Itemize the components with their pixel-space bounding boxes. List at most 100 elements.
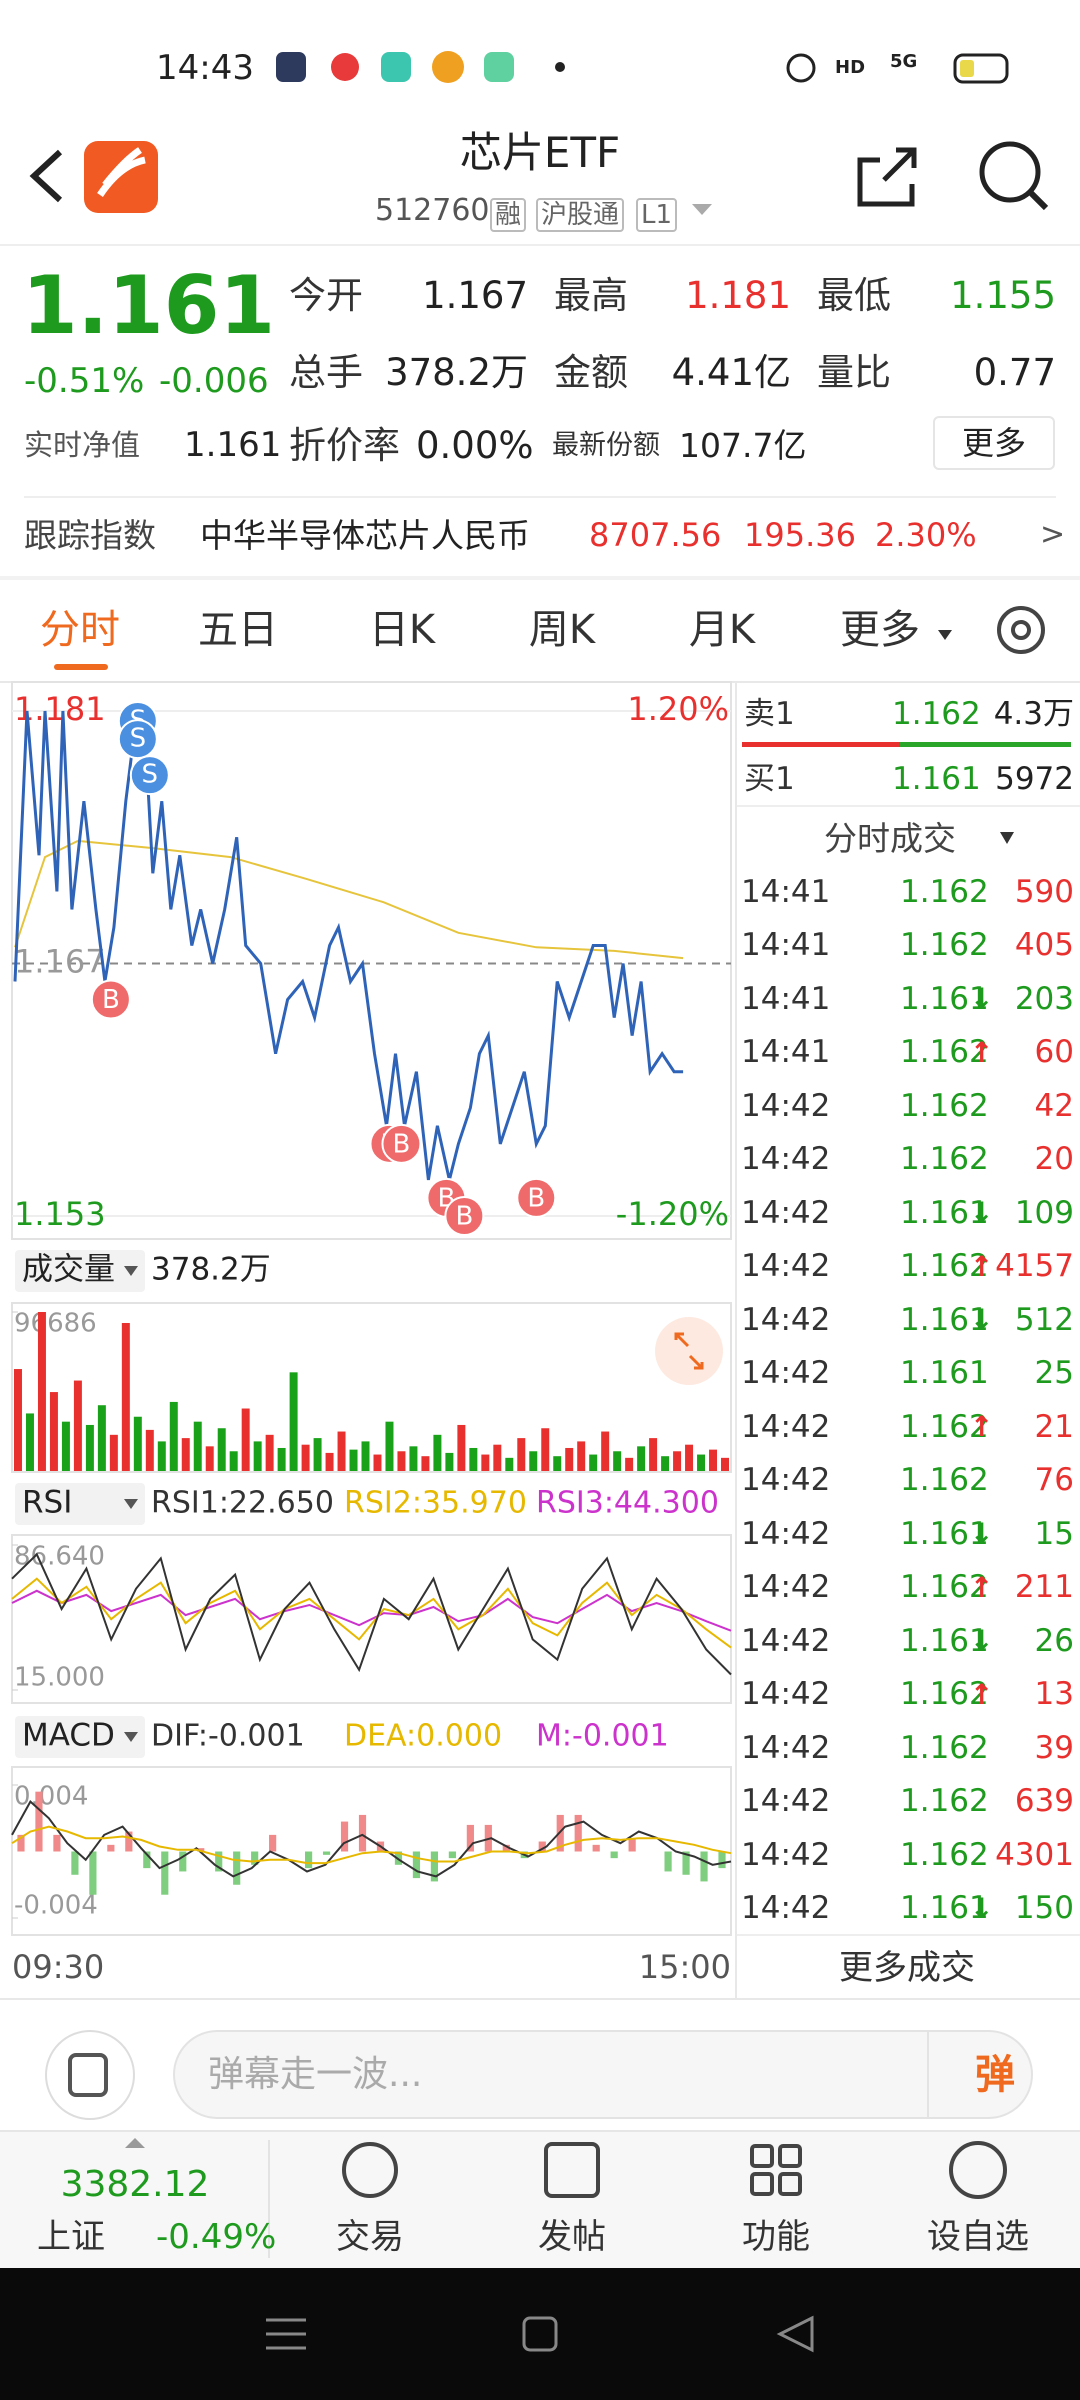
volume-bar: [601, 1431, 610, 1471]
tab[interactable]: 周K: [528, 607, 596, 653]
premium-value: 0.00%: [416, 423, 534, 467]
trade-arrow: ↓: [970, 1891, 994, 1925]
tab[interactable]: 月K: [688, 607, 756, 653]
menu-key[interactable]: [266, 2318, 306, 2350]
search-button[interactable]: [979, 141, 1041, 203]
comment-input[interactable]: [173, 2030, 1033, 2119]
nav-item[interactable]: 发帖: [538, 2217, 606, 2257]
back-key[interactable]: [776, 2315, 814, 2353]
expand-arrow[interactable]: [125, 2138, 145, 2148]
trade-marker: [117, 719, 158, 760]
x-tick-label: 15:00: [639, 1948, 731, 1986]
volume-bar: [445, 1452, 454, 1471]
volume-bar: [277, 1447, 286, 1471]
volume-bar: [421, 1456, 430, 1471]
trade-time: 14:42: [741, 1462, 831, 1498]
trade-volume: 13: [1034, 1676, 1074, 1712]
y-tick-label: 86.640: [14, 1542, 105, 1572]
tag: 沪股通: [536, 198, 625, 232]
trade-price: 1.161: [900, 1622, 989, 1659]
tab[interactable]: 分时: [40, 607, 120, 653]
volume-bar: [37, 1312, 46, 1471]
dropdown-icon[interactable]: [1000, 832, 1014, 844]
trade-price: 1.162: [900, 927, 989, 963]
trade-price: 1.162: [900, 1676, 989, 1712]
trade-time: 14:42: [741, 1248, 831, 1284]
back-button[interactable]: [29, 149, 63, 203]
tab[interactable]: 日K: [368, 607, 436, 653]
trade-volume: 26: [1034, 1622, 1074, 1659]
dropdown-icon[interactable]: [692, 204, 712, 215]
volume-bar: [325, 1452, 334, 1471]
track-arrow[interactable]: >: [1040, 517, 1066, 552]
nav-item[interactable]: 功能: [742, 2217, 810, 2257]
sell-volume: 4.3万: [993, 695, 1074, 732]
divider: [737, 1934, 1080, 1936]
macd-bar: [592, 1844, 600, 1852]
macd-bar: [574, 1814, 582, 1852]
more-trades[interactable]: 更多成交: [839, 1948, 975, 1988]
macd-bar: [251, 1851, 259, 1865]
title: 芯片ETF: [459, 128, 621, 177]
line: [11, 1552, 732, 1676]
indicator-selector[interactable]: [15, 1250, 145, 1292]
premium-label: 折价率: [289, 423, 400, 467]
trade-price: 1.162: [900, 1087, 989, 1124]
nav-item[interactable]: 交易: [336, 2217, 404, 2257]
nav-icon: [949, 2141, 1007, 2199]
volume-bar: [121, 1322, 130, 1471]
index-value[interactable]: 3382.12: [60, 2164, 210, 2205]
y-tick-label: 1.153: [14, 1195, 106, 1233]
comment-placeholder[interactable]: 弹幕走一波...: [208, 2054, 423, 2095]
line: [11, 1577, 732, 1649]
settings-button[interactable]: [997, 606, 1045, 654]
volume-bar: [385, 1421, 394, 1471]
macd-bar: [430, 1851, 439, 1882]
line: [11, 1589, 732, 1632]
volume-bar: [517, 1438, 526, 1471]
more-button[interactable]: [933, 416, 1055, 470]
status-icon: [432, 51, 464, 83]
trade-price: 1.161: [900, 980, 989, 1017]
tab[interactable]: 更多: [840, 607, 920, 653]
volume-bar: [505, 1457, 514, 1471]
dropdown-icon: [124, 1266, 138, 1742]
volume-bar: [493, 1444, 502, 1471]
indicator-selector[interactable]: [15, 1716, 145, 1758]
macd-bar: [215, 1851, 223, 1872]
macd-bar: [125, 1831, 133, 1852]
y-tick-label: 96686: [14, 1309, 97, 1339]
trade-time: 14:42: [741, 1676, 831, 1712]
line: [11, 1825, 732, 1865]
volume-bar: [14, 1369, 22, 1471]
y-tick-label: 15.000: [14, 1663, 105, 1693]
share-button[interactable]: [857, 147, 917, 207]
tab[interactable]: 五日: [198, 607, 278, 653]
trade-volume: 42: [1034, 1087, 1074, 1124]
legend-entry: RSI3:44.300: [536, 1486, 719, 1521]
nav-item[interactable]: 设自选: [927, 2217, 1029, 2257]
more-button-label[interactable]: 更多: [961, 424, 1027, 462]
danmaku-button[interactable]: 弹: [975, 2052, 1015, 2098]
trades-title[interactable]: 分时成交: [824, 818, 956, 858]
nav-icon: [778, 2144, 802, 2168]
emoji-button[interactable]: [45, 2030, 135, 2120]
volume-bar: [97, 1405, 106, 1471]
field-value: 0.77: [973, 350, 1056, 394]
volume-bar: [193, 1421, 202, 1471]
volume-bar: [589, 1454, 598, 1471]
section-gap: [0, 576, 1080, 580]
trade-time: 14:42: [741, 1622, 831, 1659]
trade-time: 14:42: [741, 1355, 831, 1391]
expand-button[interactable]: [655, 1317, 723, 1385]
status-icon: [276, 52, 306, 82]
home-key[interactable]: [522, 2316, 558, 2352]
trade-time: 14:42: [741, 1836, 831, 1873]
trade-volume: 512: [1014, 1301, 1074, 1338]
indicator-selector[interactable]: [15, 1483, 145, 1525]
trade-time: 14:42: [741, 1890, 831, 1926]
volume-bar: [301, 1444, 310, 1471]
legend-entry: RSI2:35.970: [344, 1486, 527, 1521]
